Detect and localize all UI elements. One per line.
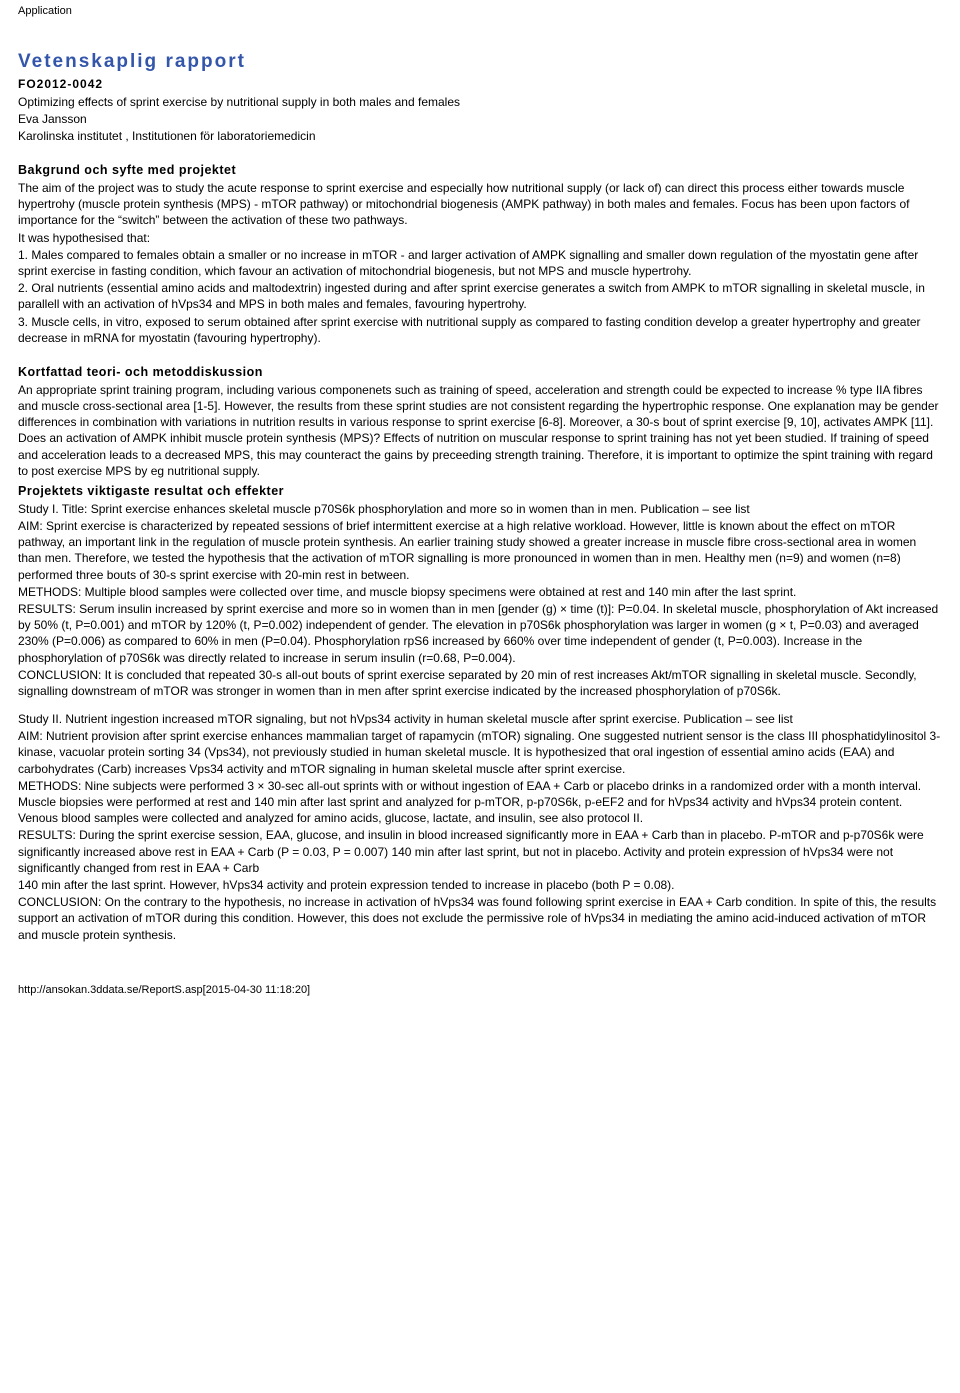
body-text: 2. Oral nutrients (essential amino acids… — [18, 280, 942, 312]
study-title: Study I. Title: Sprint exercise enhances… — [18, 501, 942, 517]
footer-url: http://ansokan.3ddata.se/ReportS.asp[201… — [18, 983, 942, 998]
author-name: Eva Jansson — [18, 111, 942, 127]
body-text: It was hypothesised that: — [18, 230, 942, 246]
body-text: 3. Muscle cells, in vitro, exposed to se… — [18, 314, 942, 346]
app-label: Application — [18, 4, 942, 19]
body-text: CONCLUSION: On the contrary to the hypot… — [18, 894, 942, 943]
body-text: 140 min after the last sprint. However, … — [18, 877, 942, 893]
body-text: RESULTS: During the sprint exercise sess… — [18, 827, 942, 876]
project-id: FO2012-0042 — [18, 76, 942, 92]
study-title: Study II. Nutrient ingestion increased m… — [18, 711, 942, 727]
body-text: 1. Males compared to females obtain a sm… — [18, 247, 942, 279]
body-text: METHODS: Multiple blood samples were col… — [18, 584, 942, 600]
body-text: CONCLUSION: It is concluded that repeate… — [18, 667, 942, 699]
body-text: METHODS: Nine subjects were performed 3 … — [18, 778, 942, 827]
body-text: An appropriate sprint training program, … — [18, 382, 942, 479]
affiliation: Karolinska institutet , Institutionen fö… — [18, 128, 942, 144]
body-text: AIM: Nutrient provision after sprint exe… — [18, 728, 942, 777]
body-text: The aim of the project was to study the … — [18, 180, 942, 229]
body-text: RESULTS: Serum insulin increased by spri… — [18, 601, 942, 666]
project-title: Optimizing effects of sprint exercise by… — [18, 94, 942, 110]
section-heading-theory: Kortfattad teori- och metoddiskussion — [18, 364, 942, 381]
body-text: AIM: Sprint exercise is characterized by… — [18, 518, 942, 583]
page-title: Vetenskaplig rapport — [18, 49, 942, 75]
section-heading-background: Bakgrund och syfte med projektet — [18, 162, 942, 179]
section-heading-results: Projektets viktigaste resultat och effek… — [18, 483, 942, 500]
